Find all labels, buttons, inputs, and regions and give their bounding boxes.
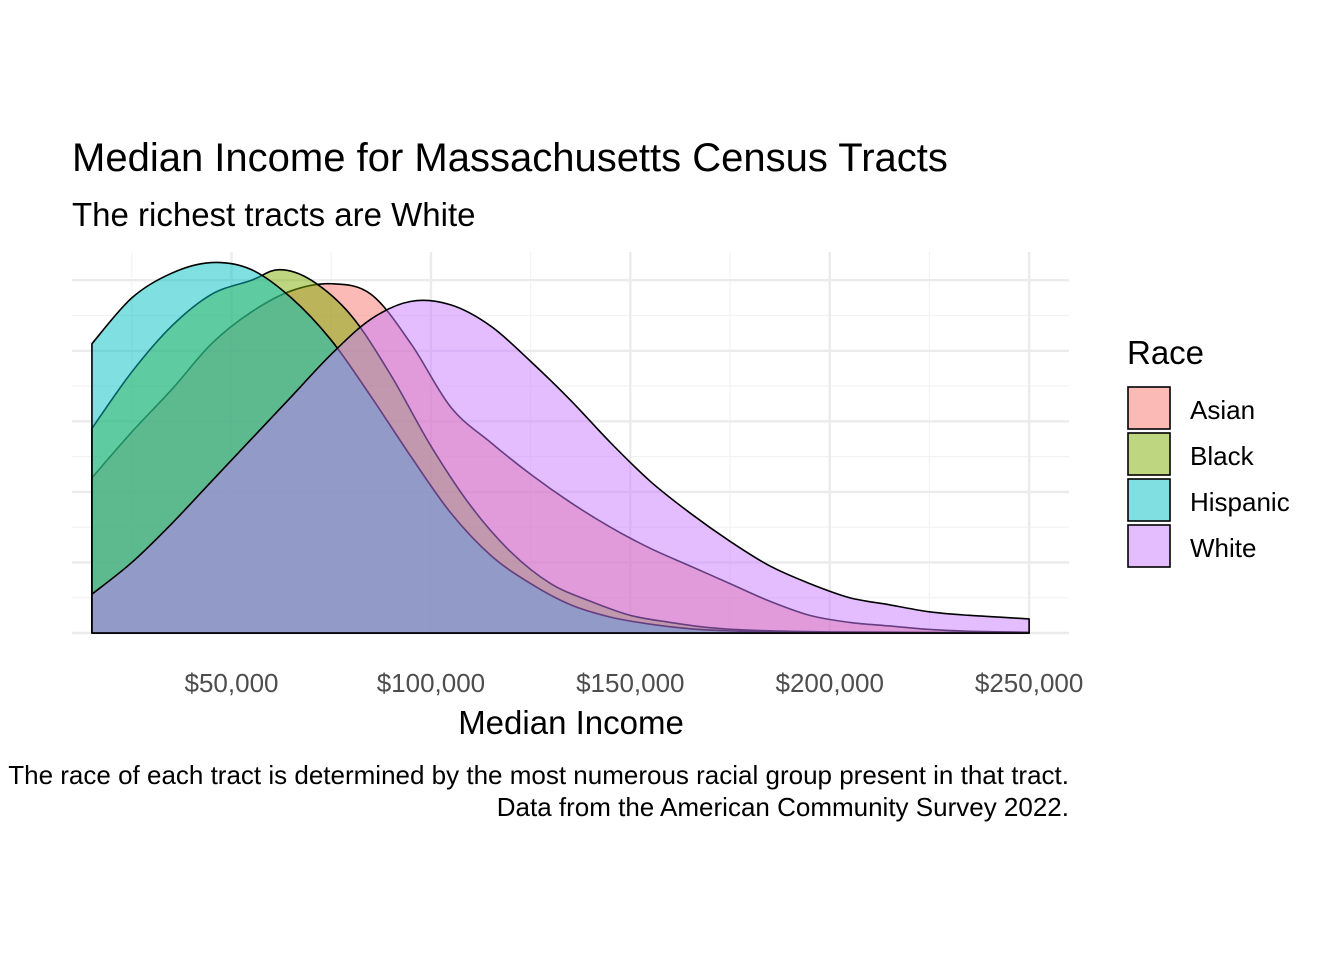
legend-key-hispanic bbox=[1127, 478, 1171, 522]
legend-key-black bbox=[1127, 432, 1171, 476]
legend-key-white bbox=[1127, 524, 1171, 568]
x-tick-label: $150,000 bbox=[576, 668, 684, 698]
x-tick-label: $250,000 bbox=[975, 668, 1083, 698]
legend-label-asian: Asian bbox=[1190, 395, 1255, 425]
chart-title: Median Income for Massachusetts Census T… bbox=[72, 136, 948, 180]
legend: Race Asian Black Hispanic White bbox=[1127, 334, 1290, 568]
x-tick-label: $100,000 bbox=[377, 668, 485, 698]
legend-label-hispanic: Hispanic bbox=[1190, 487, 1290, 517]
caption-line-2: Data from the American Community Survey … bbox=[497, 792, 1069, 822]
caption-line-1: The race of each tract is determined by … bbox=[8, 760, 1069, 790]
legend-label-black: Black bbox=[1190, 441, 1255, 471]
density-areas bbox=[91, 261, 1030, 634]
x-tick-label: $200,000 bbox=[775, 668, 883, 698]
legend-title: Race bbox=[1127, 334, 1204, 371]
x-tick-label: $50,000 bbox=[185, 668, 279, 698]
legend-key-asian bbox=[1127, 386, 1171, 430]
legend-label-white: White bbox=[1190, 533, 1256, 563]
chart-subtitle: The richest tracts are White bbox=[72, 196, 475, 233]
x-tick-labels: $50,000 $100,000 $150,000 $200,000 $250,000 bbox=[185, 668, 1084, 698]
density-area-white bbox=[91, 299, 1030, 634]
x-axis-title: Median Income bbox=[458, 704, 684, 741]
